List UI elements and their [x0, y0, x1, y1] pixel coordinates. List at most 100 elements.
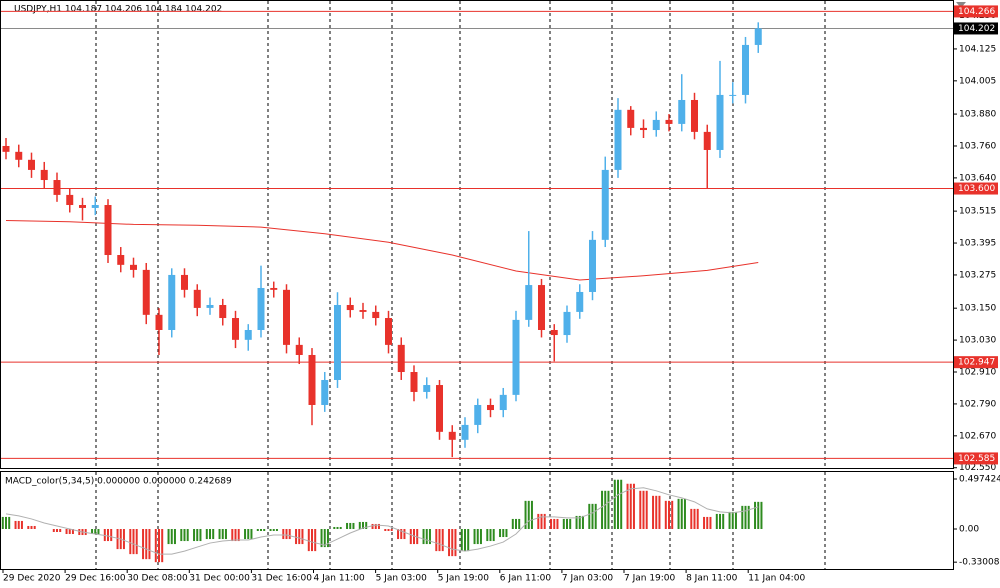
candle-body [334, 304, 341, 380]
candle-body [372, 311, 380, 319]
candle-body [232, 318, 239, 340]
candle-body [640, 127, 647, 131]
candle-body [563, 311, 571, 336]
candle-body [665, 119, 673, 124]
level-label: 104.266 [958, 7, 995, 17]
y-tick-label: 103.275 [959, 270, 996, 280]
candle-body [499, 394, 507, 411]
candle-body [359, 310, 367, 312]
y-tick-label: 103.760 [959, 141, 996, 151]
candle-body [308, 354, 316, 405]
y-tick-label: 103.150 [959, 304, 996, 314]
x-tick-label: 5 Jan 03:00 [376, 574, 428, 584]
x-tick-label: 31 Dec 16:00 [251, 574, 312, 584]
x-tick-label: 29 Dec 16:00 [65, 574, 126, 584]
candle-body [104, 205, 112, 256]
candle-body [257, 287, 265, 330]
candle-body [576, 291, 584, 312]
level-label-box [954, 452, 998, 465]
candle-body [2, 145, 10, 152]
candle-body [410, 372, 418, 392]
y-tick-label: 102.790 [959, 399, 996, 409]
x-tick-label: 6 Jan 11:00 [500, 574, 552, 584]
candle-body [742, 44, 749, 95]
macd-signal [5, 487, 759, 555]
candle-body [206, 304, 214, 308]
candle-body [538, 285, 545, 330]
y-tick-label: 103.640 [959, 173, 996, 183]
candle-body [244, 329, 252, 340]
candle-body [295, 344, 303, 355]
candle-body [487, 404, 494, 411]
candle-body [130, 264, 137, 270]
y-tick-label: 104.125 [959, 44, 996, 54]
candle-body [155, 314, 163, 330]
candle-body [627, 109, 635, 128]
candle-body [716, 94, 724, 150]
candle-body [614, 109, 622, 170]
candle-body [346, 304, 354, 311]
current-price-box [954, 22, 998, 35]
y-tick-label: 103.515 [959, 207, 996, 217]
level-label-box [954, 182, 998, 195]
candle-body [678, 99, 686, 124]
macd-y-tick-label: 0.00 [959, 524, 979, 534]
current-price-label: 104.202 [958, 24, 995, 34]
x-tick-label: 7 Jan 19:00 [624, 574, 676, 584]
y-tick-label: 104.005 [959, 76, 996, 86]
level-label-box [954, 5, 998, 18]
x-tick-label: 7 Jan 03:00 [562, 574, 614, 584]
macd-title: MACD_color(5,34,5) 0.000000 0.000000 0.2… [5, 477, 232, 487]
candle-body [40, 169, 48, 181]
candle-body [168, 274, 176, 330]
candle-body [652, 119, 660, 131]
candle-body [691, 99, 698, 132]
moving-average [5, 219, 759, 281]
x-tick-label: 30 Dec 08:00 [127, 574, 188, 584]
macd-y-tick-label: 0.497424 [959, 474, 1000, 484]
candle-body [512, 319, 520, 395]
level-label: 102.947 [958, 358, 995, 368]
level-label-box [954, 356, 998, 369]
shift-marker [956, 2, 966, 8]
candle-body [525, 285, 533, 320]
x-tick-label: 5 Jan 19:00 [438, 574, 490, 584]
x-tick-label: 4 Jan 11:00 [314, 574, 366, 584]
chart-title: USDJPY,H1 104.187 104.206 104.184 104.20… [14, 5, 222, 15]
level-label: 102.585 [958, 454, 995, 464]
candle-body [66, 194, 74, 206]
candle-body [397, 344, 405, 373]
y-tick-label: 103.030 [959, 336, 996, 346]
candle-body [91, 205, 99, 208]
candle-body [423, 385, 431, 392]
candle-body [270, 287, 278, 290]
main-panel [0, 0, 954, 469]
candle-body [79, 205, 86, 208]
x-tick-label: 8 Jan 11:00 [686, 574, 738, 584]
candle-body [729, 94, 737, 96]
level-label: 103.600 [958, 184, 995, 194]
x-tick-label: 11 Jan 04:00 [748, 574, 805, 584]
candle-body [283, 289, 290, 345]
candle-body [181, 274, 188, 290]
candle-body [703, 131, 711, 150]
candle-body [601, 169, 609, 240]
candle-body [589, 239, 596, 292]
y-tick-label: 103.880 [959, 110, 996, 120]
candle-body [117, 255, 125, 265]
y-tick-label: 102.550 [959, 463, 996, 473]
candle-body [436, 385, 443, 432]
candle-body [219, 304, 227, 319]
x-tick-label: 31 Dec 00:00 [189, 574, 250, 584]
y-tick-label: 103.395 [959, 239, 996, 249]
candle-body [461, 424, 469, 440]
y-tick-label: 102.670 [959, 431, 996, 441]
candle-body [550, 329, 558, 336]
macd-y-tick-label: -0.33008 [959, 558, 1000, 568]
candle-body [15, 151, 23, 160]
candle-body [385, 318, 392, 345]
y-tick-label: 102.910 [959, 368, 996, 378]
x-tick-label: 29 Dec 2020 [3, 574, 61, 584]
candle-body [321, 379, 329, 405]
